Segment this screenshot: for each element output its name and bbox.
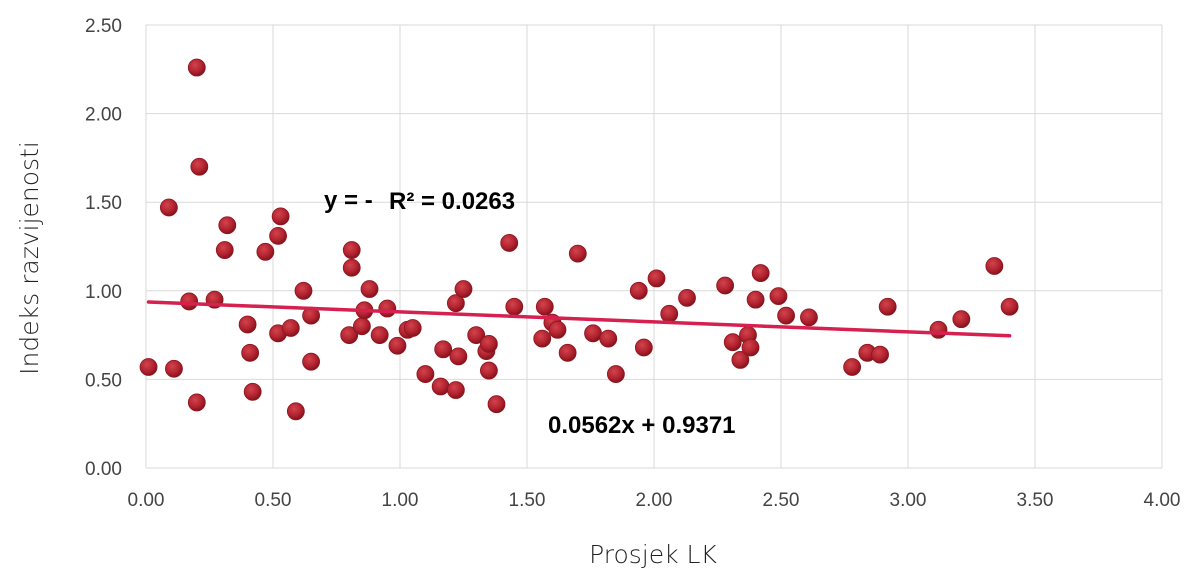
data-point-28: [370, 326, 389, 345]
data-point-73: [871, 345, 889, 364]
data-point-62: [723, 333, 742, 352]
data-point-12: [243, 382, 262, 401]
data-point-36: [446, 294, 465, 313]
data-point-17: [281, 319, 300, 337]
data-point-1: [159, 198, 178, 217]
data-point-32: [403, 319, 422, 337]
trendline: [146, 300, 1012, 338]
data-point-67: [751, 264, 770, 282]
data-point-78: [1000, 297, 1019, 316]
data-point-6: [190, 157, 209, 176]
data-point-27: [360, 280, 379, 298]
data-point-24: [342, 258, 361, 277]
trendline-r-squared: R² = 0.0263: [389, 188, 515, 215]
data-point-15: [269, 226, 287, 245]
data-point-13: [256, 242, 275, 261]
y-axis-title: Indeks razvijenosti: [15, 141, 44, 375]
x-tick-label-4: 2.00: [636, 490, 673, 511]
data-point-51: [558, 343, 577, 362]
trendline-line: [146, 300, 1012, 338]
x-axis-title: Prosjek LK: [589, 540, 717, 569]
y-tick-label-4: 2.00: [85, 105, 122, 126]
data-point-0: [139, 358, 158, 376]
data-point-22: [340, 326, 359, 345]
data-point-55: [607, 365, 625, 383]
data-point-60: [678, 288, 696, 307]
data-point-20: [302, 352, 321, 371]
data-point-4: [187, 58, 206, 77]
data-point-57: [634, 338, 653, 357]
data-point-52: [568, 244, 587, 263]
data-point-70: [800, 308, 818, 327]
data-point-63: [731, 351, 750, 369]
data-point-53: [584, 324, 602, 343]
data-point-71: [843, 358, 862, 376]
x-tick-label-7: 3.50: [1017, 490, 1054, 511]
x-tick-label-6: 3.00: [890, 490, 927, 511]
data-point-46: [505, 297, 524, 316]
data-point-56: [629, 281, 648, 300]
data-point-29: [378, 299, 397, 318]
data-point-37: [446, 381, 465, 399]
x-tick-label-5: 2.50: [763, 490, 800, 511]
data-point-18: [286, 402, 305, 421]
data-point-75: [929, 320, 948, 339]
data-point-8: [215, 241, 234, 259]
data-point-2: [165, 359, 183, 378]
data-point-61: [716, 276, 735, 295]
y-tick-label-5: 2.50: [85, 16, 122, 37]
data-points: [139, 58, 1019, 421]
data-point-30: [388, 336, 407, 355]
trendline-equation-prefix: y = -: [324, 187, 373, 214]
data-point-76: [952, 310, 971, 329]
tick-labels: 0.00 0.50 1.00 1.50 2.00 2.50 0.00 0.50 1.00 1.50…: [85, 16, 1180, 511]
data-point-58: [647, 269, 666, 288]
data-point-11: [241, 343, 260, 362]
data-point-10: [238, 315, 257, 334]
data-point-54: [599, 329, 618, 348]
x-tick-label-0: 0.00: [128, 490, 165, 511]
gridlines: [145, 24, 1163, 469]
data-point-40: [467, 326, 486, 345]
data-point-9: [218, 216, 237, 235]
data-point-16: [271, 207, 290, 226]
data-point-74: [878, 297, 897, 316]
data-point-77: [985, 257, 1004, 275]
data-point-25: [352, 317, 371, 336]
data-point-69: [777, 306, 795, 325]
y-tick-label-3: 1.50: [85, 193, 122, 214]
data-point-3: [180, 292, 199, 311]
x-tick-label-1: 0.50: [255, 490, 292, 511]
data-point-34: [431, 377, 450, 396]
data-point-48: [535, 297, 554, 316]
data-point-35: [434, 340, 453, 359]
data-point-38: [449, 347, 468, 366]
data-point-59: [660, 304, 679, 323]
x-tick-label-2: 1.00: [382, 490, 419, 511]
data-point-19: [294, 281, 313, 300]
y-tick-label-2: 1.00: [85, 282, 122, 303]
data-point-68: [769, 287, 788, 306]
data-point-65: [741, 338, 760, 357]
data-point-50: [548, 320, 567, 339]
y-tick-label-0: 0.00: [85, 459, 122, 480]
data-point-45: [500, 234, 519, 252]
data-point-5: [187, 393, 206, 412]
data-point-23: [342, 241, 361, 259]
data-point-42: [479, 361, 498, 380]
data-point-47: [533, 329, 552, 348]
x-tick-label-8: 4.00: [1144, 490, 1181, 511]
data-point-66: [746, 290, 765, 309]
x-tick-label-3: 1.50: [509, 490, 546, 511]
data-point-44: [487, 395, 506, 414]
trendline-equation-rest: 0.0562x + 0.9371: [548, 412, 736, 439]
data-point-39: [454, 280, 473, 298]
y-tick-label-1: 0.50: [85, 370, 122, 391]
data-point-43: [479, 335, 498, 353]
data-point-33: [416, 365, 435, 383]
